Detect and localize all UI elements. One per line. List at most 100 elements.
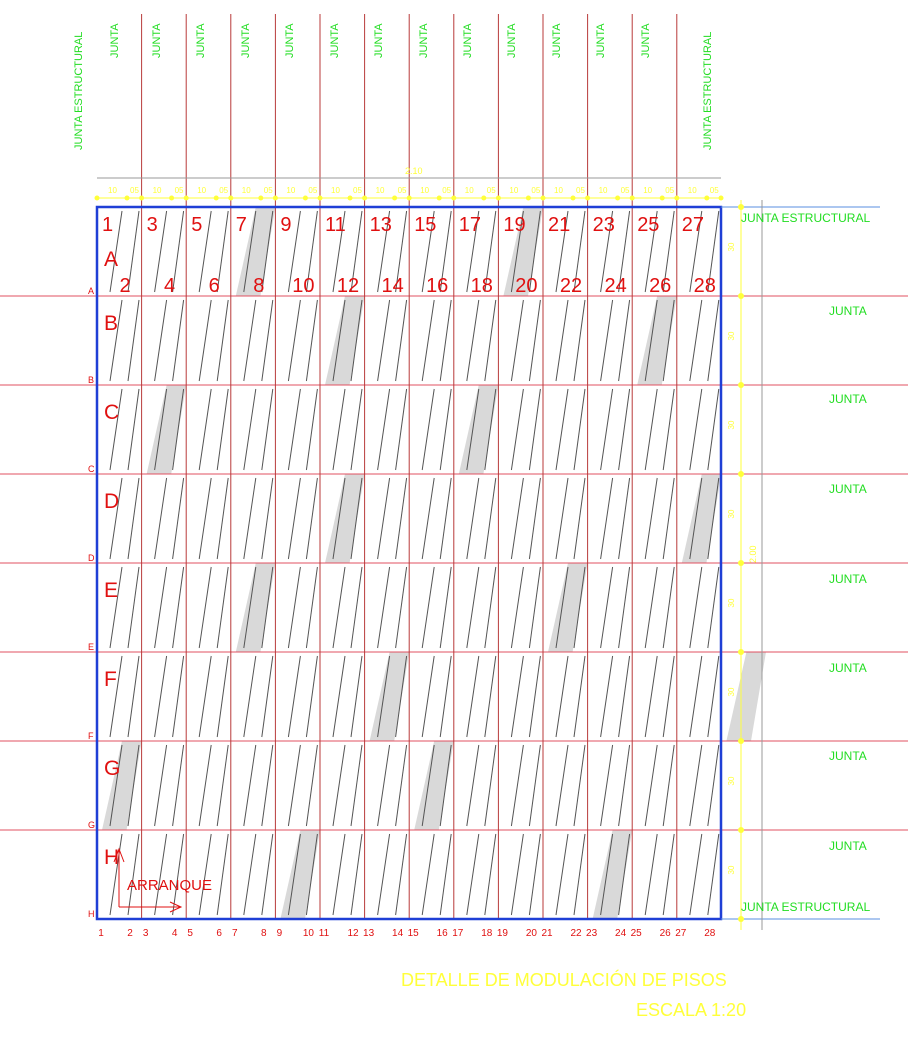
dim-tick xyxy=(406,195,412,201)
tile-seam xyxy=(662,744,675,827)
dim-tick xyxy=(302,195,308,201)
axis-letter: E xyxy=(88,642,94,652)
module-width-label: 10 xyxy=(376,186,385,195)
tile-seam xyxy=(644,210,658,293)
top-joint-label: JUNTA xyxy=(151,23,163,58)
tile-seam xyxy=(644,833,658,916)
tile-seam xyxy=(377,566,391,649)
dim-tick xyxy=(392,195,398,201)
tile-seam xyxy=(555,210,569,293)
top-joint-label: JUNTA xyxy=(551,23,563,58)
axis-number: 1 xyxy=(98,928,104,939)
tile-seam xyxy=(484,833,497,916)
tile-seam xyxy=(395,388,408,471)
dim-tick xyxy=(169,195,175,201)
tile-seam xyxy=(421,833,435,916)
dim-tick xyxy=(738,293,744,299)
top-joint-label: JUNTA xyxy=(418,23,430,58)
top-joint-label: JUNTA ESTRUCTURAL xyxy=(73,32,85,150)
tile-seam xyxy=(377,477,391,560)
tile-seam xyxy=(172,388,185,471)
dim-tick xyxy=(124,195,130,201)
tile-seam xyxy=(350,744,363,827)
module-width-label: 10 xyxy=(286,186,295,195)
tile-seam xyxy=(350,210,363,293)
shaded-tile xyxy=(458,385,499,474)
tile-seam xyxy=(466,655,480,738)
tile-number-top: 21 xyxy=(548,214,570,236)
tile-seam xyxy=(421,655,435,738)
tile-seam xyxy=(198,833,212,916)
shaded-tile xyxy=(325,296,365,385)
axis-number: 9 xyxy=(277,928,283,939)
tile-seam xyxy=(510,388,524,471)
start-label: ARRANQUE xyxy=(127,877,212,894)
tile-seam xyxy=(466,744,480,827)
dim-tick xyxy=(139,195,145,201)
axis-letter: D xyxy=(88,553,95,563)
tile-seam xyxy=(109,566,123,649)
tile-seam xyxy=(243,210,257,293)
tile-seam xyxy=(618,566,631,649)
top-joint-labels: JUNTA ESTRUCTURAL JUNTA JUNTA JUNTA JUNTA JUN… xyxy=(73,23,714,150)
tile-seam xyxy=(287,299,301,382)
tile-seam xyxy=(689,744,703,827)
module-width-label: 10 xyxy=(688,186,697,195)
module-width-label: 10 xyxy=(108,186,117,195)
tile-seam xyxy=(243,388,257,471)
shaded-tile xyxy=(548,563,588,652)
shaded-tile xyxy=(414,741,454,830)
shaded-tile xyxy=(503,207,543,296)
dim-tick xyxy=(585,195,591,201)
tile-seam xyxy=(109,210,123,293)
dim-tick xyxy=(738,916,744,922)
row-height-label: 30 xyxy=(727,420,736,429)
tile-seam xyxy=(172,477,185,560)
tile-seam xyxy=(689,655,703,738)
tile-seam xyxy=(439,299,452,382)
row-dimensions: 30 30 30 30 30 30 30 30 xyxy=(727,204,744,922)
shaded-tile xyxy=(726,652,766,741)
tile-seam xyxy=(127,833,140,916)
tile-seam xyxy=(377,299,391,382)
row-height-label: 30 xyxy=(727,331,736,340)
tile-seam xyxy=(350,833,363,916)
tile-seam xyxy=(305,388,318,471)
tile-seam xyxy=(528,477,541,560)
tile-number-top: 17 xyxy=(459,214,481,236)
tile-seam xyxy=(644,299,658,382)
right-joint-labels: JUNTA ESTRUCTURAL JUNTA JUNTA JUNTA JUNTA JUN… xyxy=(741,211,870,914)
tile-seam xyxy=(216,388,229,471)
drawing-scale: ESCALA 1:20 xyxy=(636,1000,747,1020)
tile-seam xyxy=(216,477,229,560)
row-height-label: 30 xyxy=(727,776,736,785)
axis-letter: B xyxy=(88,375,94,385)
tile-seam xyxy=(305,210,318,293)
tile-seam xyxy=(198,744,212,827)
dim-tick xyxy=(738,560,744,566)
right-joint-label: JUNTA xyxy=(829,572,867,586)
joint-width-label: 05 xyxy=(665,186,674,195)
tile-seam xyxy=(243,566,257,649)
tile-seam xyxy=(350,477,363,560)
tile-seam xyxy=(243,477,257,560)
tile-seam xyxy=(644,477,658,560)
axis-number: 19 xyxy=(497,928,509,939)
dim-tick xyxy=(272,195,278,201)
dim-tick xyxy=(495,195,501,201)
tile-seam xyxy=(662,655,675,738)
axis-number: 12 xyxy=(347,928,359,939)
axis-number: 8 xyxy=(261,928,267,939)
tile-seam xyxy=(528,744,541,827)
joint-width-label: 05 xyxy=(710,186,719,195)
dim-tick xyxy=(213,195,219,201)
tile-seam xyxy=(484,299,497,382)
tile-seam xyxy=(600,744,614,827)
axis-number: 15 xyxy=(408,928,420,939)
tile-seam xyxy=(127,210,140,293)
shaded-tile xyxy=(325,474,365,563)
tile-seam xyxy=(466,833,480,916)
tile-seam xyxy=(261,299,274,382)
dim-tick xyxy=(451,195,457,201)
